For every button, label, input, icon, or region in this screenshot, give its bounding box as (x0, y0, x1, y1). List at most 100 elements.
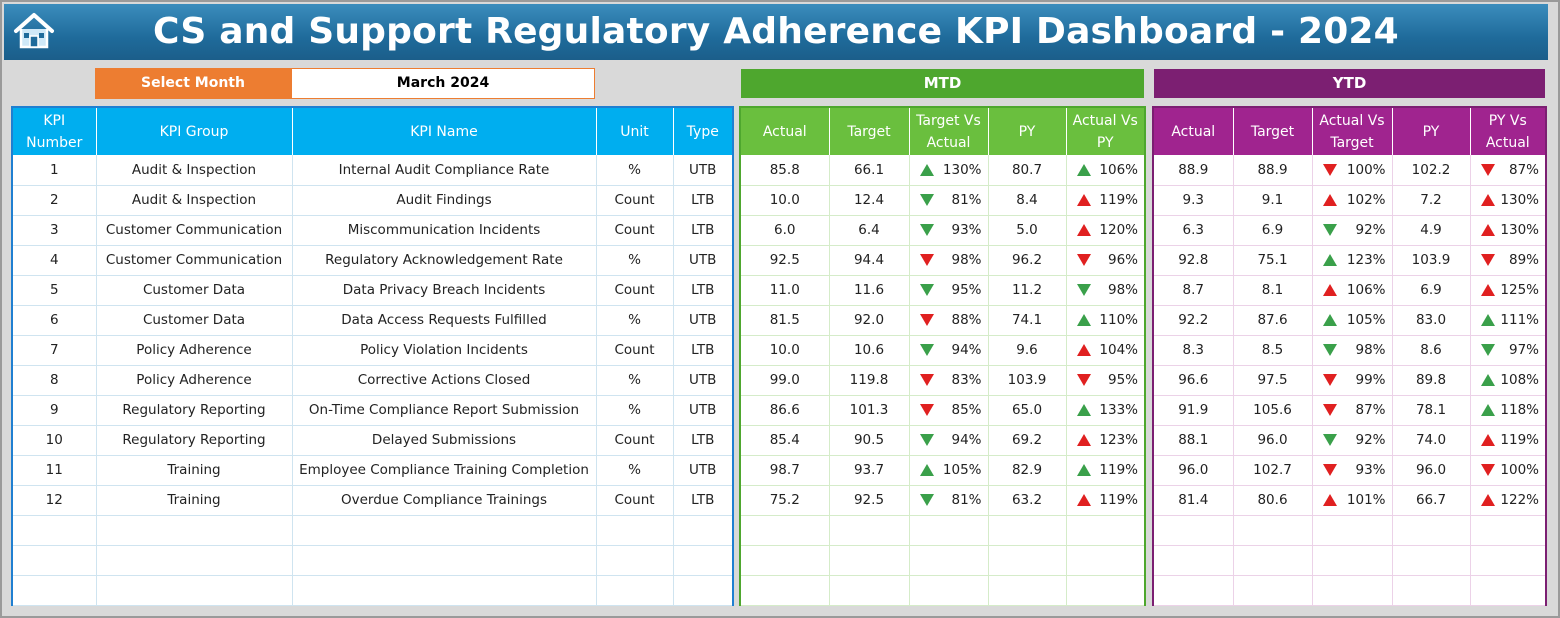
percent-value: 92% (1355, 222, 1386, 238)
percent-value: 110% (1099, 312, 1138, 328)
ytd-py-vs-actual: 122% (1470, 485, 1545, 516)
ytd-actual: 92.2 (1154, 305, 1234, 336)
table-row: 85.4 90.5 94% 69.2 123% (741, 425, 1144, 456)
kpi-group: Customer Data (96, 275, 293, 306)
ytd-actual-vs-target: 102% (1312, 185, 1393, 216)
kpi-name: Employee Compliance Training Completion (292, 455, 597, 486)
kpi-name: Audit Findings (292, 185, 597, 216)
empty-row (13, 515, 732, 546)
mtd-target: 94.4 (829, 245, 910, 276)
ytd-target: 8.5 (1233, 335, 1313, 366)
empty-cell (829, 575, 910, 606)
mtd-target-vs-actual: 98% (909, 245, 989, 276)
percent-value: 105% (942, 462, 982, 478)
ytd-actual: 92.8 (1154, 245, 1234, 276)
arrow-up-icon (1076, 163, 1091, 176)
ytd-target: 87.6 (1233, 305, 1313, 336)
mtd-py: 69.2 (988, 425, 1067, 456)
ytd-py: 74.0 (1392, 425, 1471, 456)
mtd-actual-vs-py: 98% (1066, 275, 1144, 306)
ytd-actual: 88.9 (1154, 155, 1234, 186)
empty-cell (1470, 545, 1545, 576)
home-icon[interactable] (12, 10, 56, 52)
ytd-py-vs-actual: 97% (1470, 335, 1545, 366)
table-row: 10.0 12.4 81% 8.4 119% (741, 185, 1144, 216)
ytd-py: 103.9 (1392, 245, 1471, 276)
kpi-name: Overdue Compliance Trainings (292, 485, 597, 516)
kpi-header-0: KPI Number (13, 108, 97, 155)
arrow-up-icon (1480, 434, 1495, 446)
table-row: 81.4 80.6 101% 66.7 122% (1154, 485, 1545, 516)
percent-value: 83% (951, 372, 982, 388)
mtd-target-vs-actual: 95% (909, 275, 989, 306)
table-row: 88.9 88.9 100% 102.2 87% (1154, 155, 1545, 186)
arrow-up-icon (1322, 314, 1337, 326)
ytd-target: 6.9 (1233, 215, 1313, 246)
ytd-py-vs-actual: 118% (1470, 395, 1545, 426)
ytd-py: 89.8 (1392, 365, 1471, 396)
ytd-actual-vs-target: 98% (1312, 335, 1393, 366)
percent-value: 105% (1346, 312, 1386, 328)
arrow-up-icon (1480, 284, 1495, 296)
arrow-up-icon (1322, 254, 1337, 266)
ytd-header-1: Target (1233, 108, 1313, 155)
kpi-name: Internal Audit Compliance Rate (292, 155, 597, 186)
ytd-actual: 91.9 (1154, 395, 1234, 426)
mtd-target-vs-actual: 81% (909, 185, 989, 216)
empty-cell (596, 515, 674, 546)
arrow-up-icon (1480, 404, 1495, 416)
arrow-down-icon (1480, 163, 1495, 176)
ytd-target: 8.1 (1233, 275, 1313, 306)
table-row: 91.9 105.6 87% 78.1 118% (1154, 395, 1545, 426)
kpi-name: Policy Violation Incidents (292, 335, 597, 366)
kpi-group: Training (96, 485, 293, 516)
arrow-up-icon (1076, 464, 1091, 476)
arrow-down-icon (1480, 254, 1495, 266)
percent-value: 130% (1500, 192, 1539, 208)
kpi-type: LTB (673, 335, 732, 366)
kpi-number: 4 (13, 245, 97, 276)
percent-value: 133% (1099, 402, 1138, 418)
empty-cell (1233, 545, 1313, 576)
kpi-group: Customer Communication (96, 245, 293, 276)
table-row: 10.0 10.6 94% 9.6 104% (741, 335, 1144, 366)
percent-value: 87% (1355, 402, 1386, 418)
mtd-target: 12.4 (829, 185, 910, 216)
empty-row (741, 575, 1144, 606)
ytd-py-vs-actual: 89% (1470, 245, 1545, 276)
table-row: 92.8 75.1 123% 103.9 89% (1154, 245, 1545, 276)
kpi-unit: % (596, 155, 674, 186)
mtd-target-vs-actual: 93% (909, 215, 989, 246)
kpi-number: 7 (13, 335, 97, 366)
arrow-up-icon (1076, 314, 1091, 326)
kpi-name: Data Access Requests Fulfilled (292, 305, 597, 336)
empty-cell (1066, 515, 1144, 546)
ytd-header-4: PY Vs Actual (1470, 108, 1545, 155)
arrow-up-icon (1076, 194, 1091, 206)
empty-cell (909, 545, 989, 576)
mtd-py: 5.0 (988, 215, 1067, 246)
kpi-info-panel: KPI Number KPI Group KPI Name Unit Type 1 Aud… (11, 106, 734, 606)
mtd-target-vs-actual: 94% (909, 425, 989, 456)
percent-value: 94% (951, 342, 982, 358)
percent-value: 95% (1107, 372, 1138, 388)
kpi-header-3: Unit (596, 108, 674, 155)
arrow-down-icon (1322, 224, 1337, 236)
mtd-target: 92.5 (829, 485, 910, 516)
arrow-down-icon (1076, 254, 1091, 266)
ytd-actual: 6.3 (1154, 215, 1234, 246)
table-row: 75.2 92.5 81% 63.2 119% (741, 485, 1144, 516)
mtd-banner: MTD (741, 69, 1144, 98)
mtd-py: 74.1 (988, 305, 1067, 336)
percent-value: 87% (1508, 161, 1539, 178)
table-row: 98.7 93.7 105% 82.9 119% (741, 455, 1144, 486)
table-row: 1 Audit & Inspection Internal Audit Compli… (13, 155, 732, 186)
mtd-actual: 11.0 (741, 275, 830, 306)
empty-cell (13, 515, 97, 546)
arrow-down-icon (1322, 434, 1337, 446)
table-row: 9 Regulatory Reporting On-Time Compliance … (13, 395, 732, 426)
month-dropdown[interactable]: March 2024 (291, 68, 595, 99)
kpi-unit: Count (596, 335, 674, 366)
ytd-py-vs-actual: 100% (1470, 455, 1545, 486)
ytd-actual-vs-target: 105% (1312, 305, 1393, 336)
